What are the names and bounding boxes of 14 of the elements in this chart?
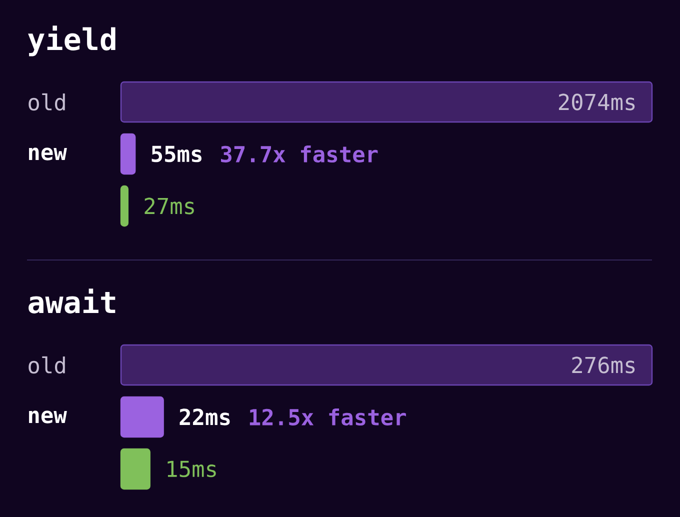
chart-title: await	[28, 288, 116, 314]
annotation: 37.7x faster	[221, 145, 378, 163]
data-label: 15ms	[168, 460, 216, 478]
data-label: 27ms	[144, 198, 194, 214]
data-label: 276ms	[572, 356, 635, 374]
y-tick-label: old	[28, 356, 65, 374]
chart-title: yield	[28, 26, 116, 56]
data-label: 22ms	[180, 408, 230, 426]
y-tick-label: old	[28, 93, 65, 111]
y-tick-label: new	[29, 148, 67, 160]
annotation: 12.5x faster	[250, 408, 406, 426]
data-label: 2074ms	[558, 94, 635, 110]
data-label: 55ms	[152, 146, 202, 162]
y-tick-label: new	[29, 410, 67, 424]
